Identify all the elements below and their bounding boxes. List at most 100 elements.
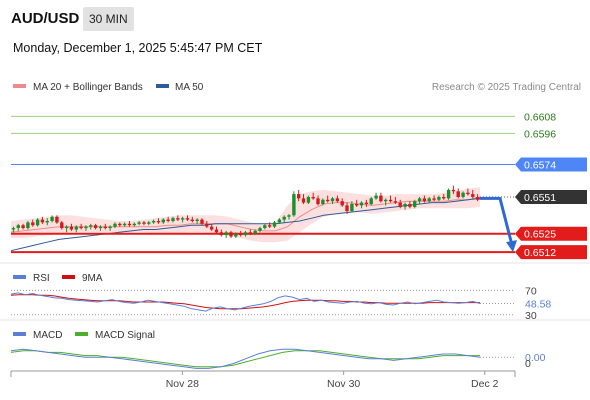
candle-body [190, 219, 194, 221]
rsi-current-label: 48.58 [525, 298, 551, 310]
candle-body [74, 226, 78, 230]
candle-body [311, 197, 315, 199]
candle-body [277, 219, 282, 223]
ma20-line [10, 196, 481, 233]
rsi-level-label: 30 [525, 310, 537, 322]
candle-body [345, 205, 349, 212]
candle-body [388, 199, 393, 202]
candle-body [176, 218, 180, 220]
current-price-tag [515, 189, 587, 204]
candle-body [98, 226, 103, 229]
projection-arrowhead [506, 240, 517, 253]
candle-body [156, 221, 161, 223]
resistance-level-label: 0.6596 [524, 128, 556, 140]
currency-pair-title: AUD/USD [11, 10, 80, 27]
candle-body [16, 225, 20, 228]
current-level-label: 0.6551 [524, 192, 556, 204]
candle-body [113, 223, 117, 227]
candle-body [393, 201, 398, 203]
candle-body [248, 232, 252, 234]
candle-body [118, 223, 122, 226]
candle-body [471, 194, 475, 197]
macd-signal-line [10, 350, 480, 368]
candle-body [355, 204, 359, 206]
candle-body [122, 223, 127, 226]
ma20-legend-label: MA 20 + Bollinger Bands [33, 82, 143, 93]
macd-signal-legend-swatch [75, 332, 88, 336]
candle-body [239, 233, 243, 236]
candle-body [398, 202, 402, 207]
candle-body [50, 216, 54, 221]
candle-body [442, 197, 446, 199]
candle-body [403, 204, 407, 207]
pivot-level-label: 0.6574 [524, 159, 556, 171]
candle-body [171, 218, 175, 221]
candle-body [21, 225, 25, 228]
ma50-legend-swatch [156, 84, 169, 88]
candle-body [224, 232, 228, 236]
candle-body [287, 215, 291, 217]
candle-body [55, 216, 59, 223]
candle-body [413, 201, 417, 207]
candle-body [64, 226, 69, 229]
candle-body [11, 228, 16, 230]
candle-body [234, 233, 238, 237]
candle-body [181, 218, 185, 220]
support-level-label: 0.6512 [524, 247, 556, 259]
time-axis-label: Nov 28 [166, 378, 199, 390]
candle-body [379, 195, 383, 202]
candle-body [243, 232, 248, 236]
candle-body [263, 225, 267, 228]
support-price-tag [515, 226, 587, 241]
candle-body [132, 223, 136, 226]
candle-body [268, 225, 272, 227]
candle-body [466, 192, 470, 195]
candle-body [301, 198, 306, 203]
rsi-level-label: 70 [525, 285, 537, 297]
candle-body [205, 223, 209, 227]
candle-body [40, 219, 45, 223]
chart-datetime: Monday, December 1, 2025 5:45:47 PM CET [13, 41, 263, 55]
price-panel: 0.6608 0.6596 0.6574 0.6551 0.6525 0.6512 [10, 111, 587, 260]
resistance-level-label: 0.6608 [524, 111, 556, 123]
ma20-legend-swatch [13, 84, 26, 88]
candle-body [127, 223, 132, 226]
candle-body [272, 222, 277, 227]
macd-line [10, 348, 481, 369]
rsi-ma-legend-label: 9MA [82, 273, 103, 284]
interval-button[interactable]: 30 MIN [83, 7, 134, 31]
candle-body [258, 228, 262, 231]
candle-body [456, 191, 460, 197]
candle-body [84, 226, 88, 229]
time-axis-label: Dec 2 [471, 378, 499, 390]
candle-body [282, 216, 286, 220]
bollinger-band [11, 187, 480, 243]
candle-body [446, 189, 451, 199]
candle-body [185, 218, 190, 220]
time-axis-label: Nov 30 [327, 378, 360, 390]
candle-body [31, 222, 35, 226]
candle-body [219, 232, 223, 236]
candle-body [335, 198, 340, 202]
candle-body [340, 201, 344, 206]
candle-body [369, 198, 373, 205]
candle-body [364, 202, 369, 204]
candle-body [89, 225, 93, 227]
candle-body [359, 202, 364, 206]
candle-body [427, 198, 431, 202]
candle-body [103, 226, 107, 229]
candle-body [151, 221, 156, 223]
candle-body [417, 198, 422, 202]
candle-body [350, 204, 354, 212]
research-credit: Research © 2025 Trading Central [432, 82, 581, 93]
pivot-price-tag [515, 157, 587, 172]
candle-body [384, 199, 388, 202]
candle-body [60, 222, 64, 229]
macd-current-label: 0.00 [525, 352, 546, 364]
candle-body [408, 204, 412, 207]
candle-body [451, 189, 456, 192]
candle-body [330, 198, 335, 202]
candle-body [326, 199, 330, 202]
